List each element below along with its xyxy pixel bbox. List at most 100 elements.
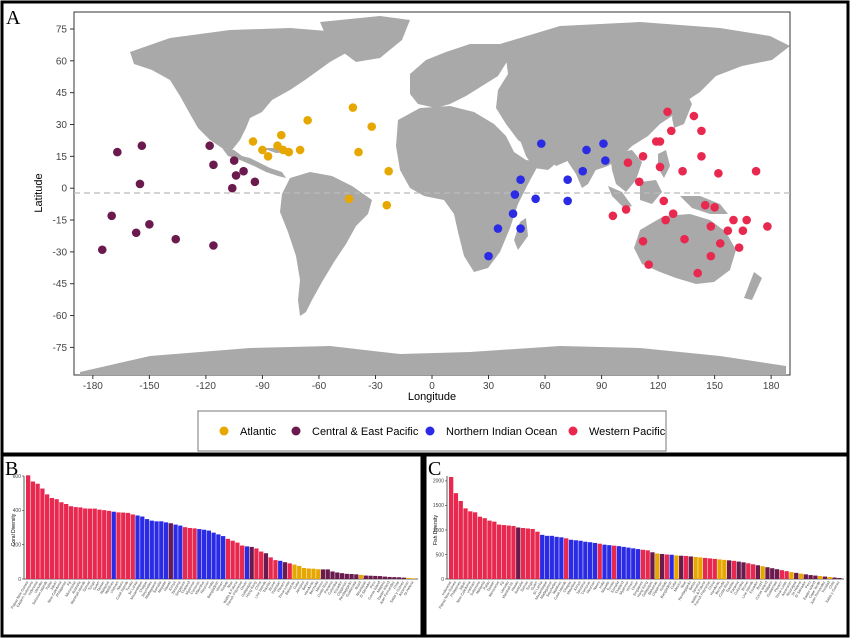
- coral-tick-label: Australia: [71, 581, 81, 595]
- fish-bars: [449, 476, 842, 579]
- legend-atlantic-swatch: [219, 426, 229, 436]
- map-point: [700, 200, 710, 210]
- coral-tick-label: Ascension: [398, 581, 410, 597]
- coral-bar: [40, 488, 45, 579]
- fish-bar: [712, 558, 717, 579]
- map-point: [209, 160, 218, 170]
- legend-cep-swatch: [291, 426, 301, 436]
- coral-bar: [106, 510, 112, 579]
- map-y-ticks: -75 -60 -45 -30 -15 0 15 30 45 60 75: [53, 24, 74, 354]
- coral-bar: [268, 557, 273, 579]
- map-point: [258, 145, 267, 155]
- coral-tick-label: Brazil: [354, 580, 362, 590]
- coral-bar: [240, 545, 245, 579]
- fish-tick-label: Somalia: [610, 580, 620, 593]
- coral-tick-label: Tokelau: [262, 581, 272, 594]
- coral-bar: [406, 577, 411, 579]
- fish-bar: [583, 541, 588, 579]
- fish-bar: [774, 569, 780, 579]
- fish-tick-label: Cuba: [670, 581, 678, 590]
- fish-tick-label: Australia: [514, 581, 524, 595]
- coral-bar: [244, 546, 250, 579]
- fish-bar: [789, 572, 794, 579]
- map-point: [729, 215, 738, 225]
- fish-bar: [544, 535, 550, 579]
- coral-bar: [201, 529, 207, 579]
- coral-tick-label: St Helena: [403, 581, 414, 597]
- panel-c-letter: C: [428, 458, 441, 480]
- map-point: [714, 169, 723, 178]
- coral-tick-label: Tonga: [87, 581, 95, 591]
- map-x-ticks: -180 -150 -120 -90 -60 -30 0 30 60 90 120 150 180: [83, 375, 780, 392]
- map-point: [239, 166, 248, 176]
- fish-tick-label: Reunion: [586, 581, 596, 595]
- fish-bar: [587, 542, 593, 579]
- land-asia: [496, 22, 790, 170]
- map-x-tick-label: 150: [706, 381, 723, 392]
- fish-bar: [516, 527, 521, 579]
- fish-tick-label: Tokelau: [725, 581, 735, 594]
- fish-bar: [496, 524, 502, 579]
- map-point: [250, 177, 260, 187]
- fish-bar: [640, 549, 645, 579]
- map-point: [689, 111, 699, 121]
- fish-bar: [520, 527, 526, 579]
- fish-tick-label: Sri Lanka: [532, 581, 543, 596]
- fish-bar: [779, 570, 784, 579]
- map-point: [723, 226, 733, 235]
- map-point: [661, 215, 670, 225]
- map-point: [131, 228, 141, 238]
- fish-tick-label: Singapore: [632, 581, 644, 597]
- coral-bar: [68, 506, 74, 579]
- map-y-tick-label: -75: [53, 343, 68, 354]
- fish-bar: [621, 546, 626, 579]
- coral-tick-label: Nicaragua: [355, 581, 367, 597]
- coral-bar: [401, 577, 406, 579]
- map-point: [303, 115, 312, 125]
- fish-tick-label: Peru: [804, 581, 811, 590]
- fish-tick-label: Samoa: [520, 581, 529, 593]
- coral-bar: [230, 540, 235, 579]
- land-central-america: [222, 148, 286, 178]
- map-point: [659, 196, 669, 206]
- coral-y-tick-label: 400: [13, 508, 22, 514]
- map-point: [734, 243, 744, 252]
- coral-bar: [159, 521, 164, 579]
- map-y-tick-label: 75: [56, 24, 68, 35]
- fish-bar: [837, 578, 842, 579]
- fish-tick-label: Bahamas: [647, 580, 658, 595]
- map-points: [97, 103, 772, 278]
- map-x-tick-label: 120: [650, 381, 667, 392]
- map-point: [145, 219, 154, 229]
- fish-bar: [573, 540, 578, 579]
- coral-tick-label: Maldives: [104, 580, 115, 594]
- fish-bar: [650, 552, 655, 579]
- map-point: [227, 183, 237, 193]
- coral-bar: [173, 524, 178, 579]
- land-india: [566, 146, 604, 188]
- map-point: [205, 141, 214, 151]
- map-point: [582, 145, 591, 155]
- coral-tick-label: Tuvalu: [125, 581, 134, 592]
- fish-bar: [707, 558, 713, 579]
- fish-bar: [578, 540, 583, 579]
- coral-bar: [35, 483, 40, 579]
- coral-bar: [363, 575, 368, 579]
- coral-tick-label: Reunion: [200, 581, 210, 595]
- coral-tick-label: Thailand: [181, 581, 191, 595]
- map-point: [621, 205, 631, 214]
- coral-bar: [78, 507, 83, 579]
- map-point: [644, 260, 653, 269]
- coral-tick-label: Yemen: [215, 581, 224, 593]
- map-point: [276, 130, 286, 140]
- map-point: [668, 209, 678, 218]
- coral-tick-label: Samoa: [82, 581, 91, 593]
- coral-tick-label: Chagos: [138, 580, 148, 593]
- map-point: [608, 211, 618, 221]
- coral-tick-label: Tanzania: [171, 581, 182, 595]
- coral-tick-label: Jamaica: [295, 581, 305, 595]
- fish-tick-label: Taiwan: [486, 581, 495, 593]
- map-y-tick-label: 30: [56, 120, 68, 131]
- coral-bar: [344, 573, 349, 579]
- map-point: [623, 158, 633, 168]
